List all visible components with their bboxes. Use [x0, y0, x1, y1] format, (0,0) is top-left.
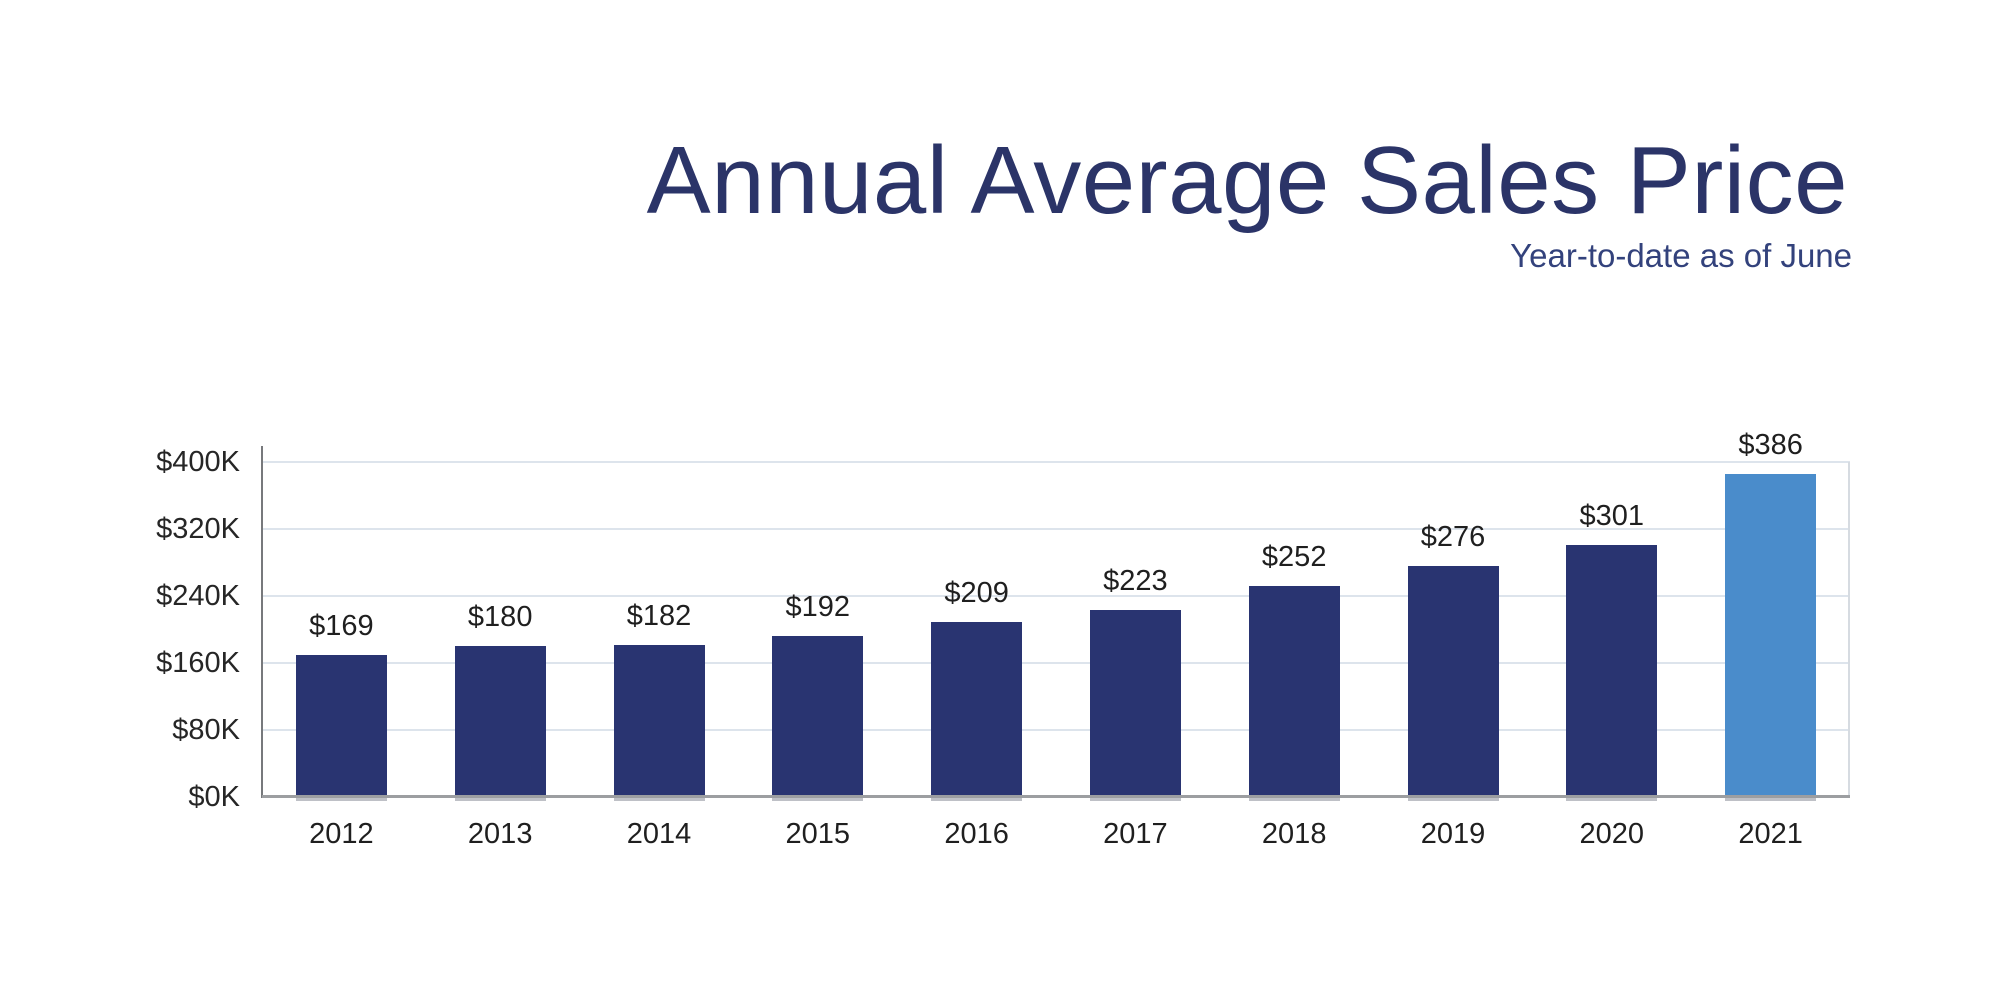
plot-right-border: [1848, 462, 1850, 797]
bar-value-label: $223: [1103, 565, 1168, 597]
y-axis-tick-label: $160K: [156, 647, 240, 679]
bar-value-label: $276: [1420, 521, 1486, 553]
bar-2014: [613, 645, 705, 797]
gridline: [262, 595, 1850, 597]
bar-value-label: $182: [626, 600, 692, 632]
chart-subtitle: Year-to-date as of June: [1510, 237, 1852, 274]
gridline: [262, 528, 1850, 530]
bar-value-label: $209: [944, 577, 1009, 609]
x-axis-tick-label: 2020: [1579, 818, 1645, 850]
x-axis-tick-label: 2013: [467, 818, 533, 850]
bar-2017: [1089, 610, 1181, 797]
x-axis-tick-label: 2014: [626, 818, 692, 850]
bar-2020: [1566, 545, 1658, 797]
gridline: [262, 662, 1850, 664]
bar-value-label: $301: [1579, 500, 1645, 532]
chart-title: Annual Average Sales Price: [646, 127, 1848, 234]
bar-value-label: $252: [1261, 541, 1327, 573]
gridline: [262, 729, 1850, 731]
x-axis-tick-label: 2015: [785, 818, 851, 850]
bar-2015: [772, 636, 864, 797]
x-axis-tick-label: 2021: [1738, 818, 1803, 850]
bar-value-label: $169: [309, 610, 374, 642]
bar-value-label: $386: [1738, 429, 1803, 461]
y-axis-tick-label: $400K: [156, 446, 240, 478]
x-axis-tick-label: 2018: [1261, 818, 1327, 850]
bar-2016: [931, 622, 1023, 797]
x-axis-tick-label: 2017: [1103, 818, 1168, 850]
bar-2018: [1248, 586, 1340, 797]
bar-2013: [454, 646, 546, 797]
x-axis-tick-label: 2012: [309, 818, 374, 850]
bar-2019: [1407, 566, 1499, 797]
x-axis-line: [262, 795, 1850, 798]
bar-2012: [295, 655, 387, 797]
y-axis-tick-label: $240K: [156, 580, 240, 612]
y-axis-tick-label: $0K: [188, 781, 240, 813]
y-axis-line: [261, 446, 263, 798]
bar-2021: [1725, 474, 1817, 797]
x-axis-tick-label: 2019: [1420, 818, 1486, 850]
y-axis-tick-label: $80K: [172, 714, 240, 746]
x-axis-tick-label: 2016: [944, 818, 1009, 850]
bar-value-label: $180: [467, 601, 533, 633]
y-axis-tick-label: $320K: [156, 513, 240, 545]
gridline: [262, 461, 1850, 463]
bar-value-label: $192: [785, 591, 851, 623]
